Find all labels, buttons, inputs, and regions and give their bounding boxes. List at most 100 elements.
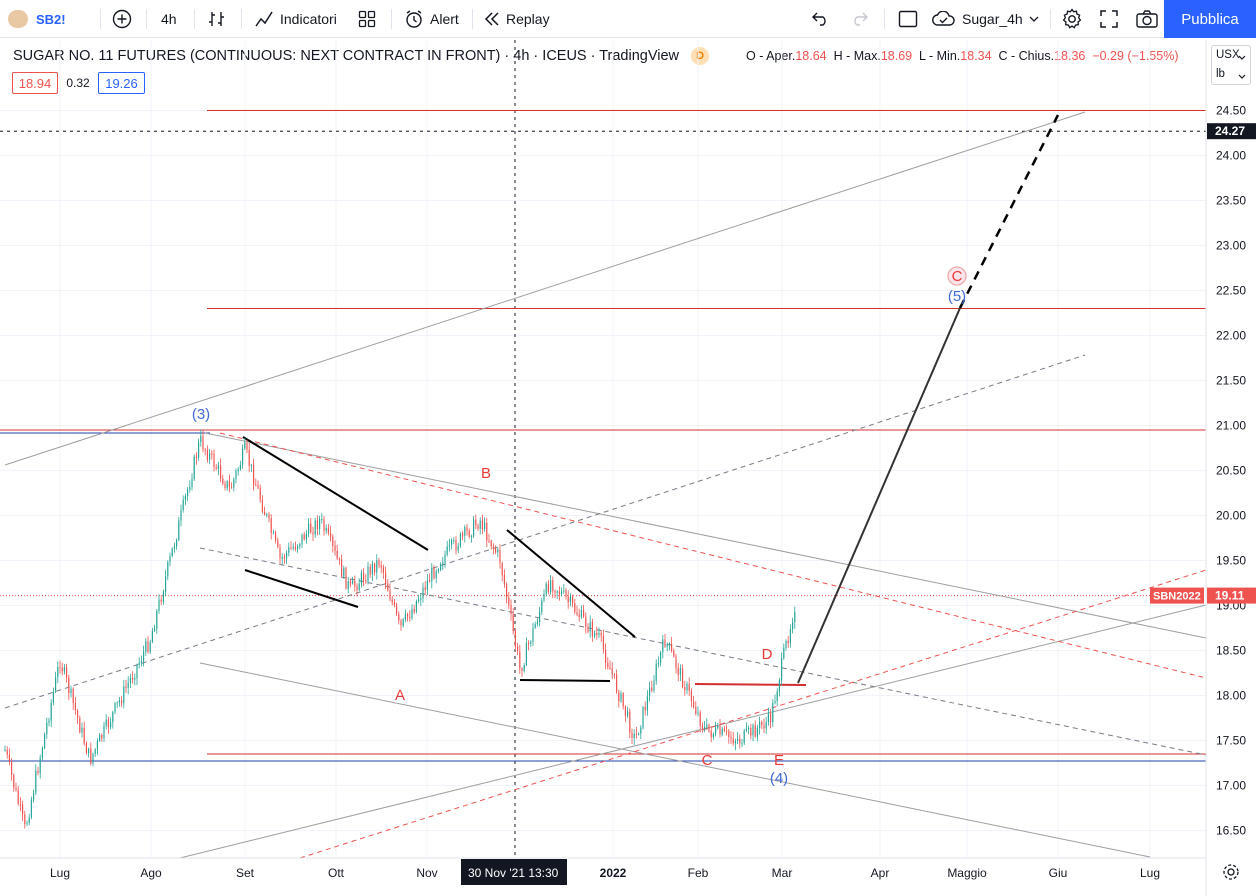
close-label: C - Chius. (998, 49, 1055, 63)
price-tick-label: 18.50 (1216, 644, 1246, 658)
candle-body (569, 596, 571, 603)
candle-body (396, 604, 398, 614)
candle-body (30, 799, 32, 818)
cloud-icon (932, 11, 955, 26)
screenshot-button[interactable] (1136, 0, 1158, 38)
candle-body (349, 581, 351, 584)
candle-body (748, 728, 750, 730)
candle-body (321, 518, 323, 520)
chevron-down-icon (1238, 74, 1246, 79)
candle-body (145, 641, 147, 652)
candle-body (772, 702, 774, 722)
candle-body (589, 621, 591, 632)
change-value: −0.29 (−1.55%) (1092, 49, 1179, 63)
candle-body (347, 581, 349, 589)
candle-body (646, 696, 648, 711)
price-tick-label: 24.00 (1216, 149, 1246, 163)
candle-body (112, 712, 114, 723)
candle-body (257, 485, 259, 488)
candle-body (96, 740, 98, 750)
candle-body (609, 667, 611, 669)
candle-body (72, 688, 74, 704)
candle-body (308, 523, 310, 534)
fullscreen-toggle-button[interactable] (898, 0, 918, 38)
candle-body (202, 435, 204, 450)
candle-body (532, 627, 534, 642)
wave-label: E (774, 752, 784, 769)
candle-body (391, 599, 393, 603)
candle-body (547, 583, 549, 593)
symbol-search-button[interactable]: SB2! (36, 11, 66, 27)
layout-menu-button[interactable]: Sugar_4h (932, 0, 1039, 38)
candle-body (497, 549, 499, 553)
candle-body (437, 569, 439, 572)
series-name-label: SBN2022 (1153, 591, 1201, 603)
settings-button[interactable] (1061, 0, 1083, 38)
price-tick-label: 21.00 (1216, 419, 1246, 433)
candle-body (596, 632, 598, 635)
trend-line (179, 604, 1207, 859)
red-dashed-trend-line (219, 432, 1207, 679)
candle-body (490, 540, 492, 547)
replay-button[interactable]: Replay (484, 0, 550, 38)
square-icon (898, 10, 918, 28)
candle-body (704, 726, 706, 729)
indicators-icon (255, 11, 273, 27)
candle-body (336, 550, 338, 559)
candle-body (629, 711, 631, 733)
candle-body (767, 713, 769, 723)
sell-button[interactable]: 18.94 (12, 72, 58, 94)
close-value: 18.36 (1054, 49, 1086, 63)
candle-body (730, 737, 732, 739)
candle-body (464, 527, 466, 536)
chart-type-button[interactable] (208, 0, 226, 38)
candle-body (299, 544, 301, 547)
undo-button[interactable] (812, 0, 830, 38)
candle-body (81, 727, 83, 733)
candle-body (261, 499, 263, 512)
candle-body (26, 823, 28, 825)
low-value: 18.34 (960, 49, 992, 63)
candle-body (453, 540, 455, 542)
candle-body (574, 603, 576, 613)
redo-button[interactable] (850, 0, 868, 38)
compare-add-symbol-button[interactable] (112, 0, 132, 38)
fullscreen-button[interactable] (1100, 0, 1118, 38)
candle-body (649, 687, 651, 697)
candle-body (55, 677, 57, 692)
candle-body (503, 575, 505, 585)
wave-label: C (702, 752, 713, 769)
buy-button[interactable]: 19.26 (98, 72, 145, 94)
alert-button[interactable]: Alert (404, 0, 459, 38)
currency-unit-select[interactable]: USX lb (1211, 45, 1251, 85)
candle-body (457, 546, 459, 551)
candle-body (682, 668, 684, 688)
candle-body (642, 707, 644, 728)
candles-icon (209, 12, 224, 26)
candle-body (728, 731, 730, 738)
candle-body (37, 770, 39, 774)
candle-body (411, 609, 413, 619)
candle-body (640, 727, 642, 734)
candle-body (110, 722, 112, 728)
candle-body (15, 787, 17, 790)
projection-line (797, 307, 961, 684)
wave-label: (3) (192, 406, 210, 423)
indicators-label: Indicatori (280, 11, 337, 27)
templates-button[interactable] (358, 0, 376, 38)
publish-button[interactable]: Pubblica (1164, 0, 1256, 38)
candle-body (248, 449, 250, 466)
candle-body (620, 693, 622, 702)
candle-body (413, 609, 415, 612)
crosshair-time-label: 30 Nov '21 13:30 (468, 866, 559, 880)
candle-body (195, 456, 197, 458)
candle-body (785, 640, 787, 649)
candle-body (85, 743, 87, 754)
candle-body (693, 701, 695, 707)
symbol-title[interactable]: SUGAR NO. 11 FUTURES (CONTINUOUS: NEXT C… (13, 48, 680, 64)
interval-button[interactable]: 4h (161, 11, 177, 27)
indicators-button[interactable]: Indicatori (254, 0, 337, 38)
chevron-down-icon (1238, 55, 1246, 60)
candle-body (286, 552, 288, 559)
